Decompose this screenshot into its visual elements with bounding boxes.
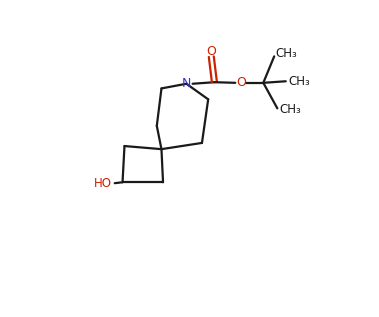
Text: CH₃: CH₃: [288, 75, 310, 88]
Text: N: N: [182, 77, 191, 90]
Text: O: O: [236, 76, 246, 89]
Text: HO: HO: [94, 177, 112, 190]
Text: CH₃: CH₃: [275, 47, 297, 60]
Text: CH₃: CH₃: [280, 103, 301, 116]
Text: O: O: [206, 45, 216, 58]
